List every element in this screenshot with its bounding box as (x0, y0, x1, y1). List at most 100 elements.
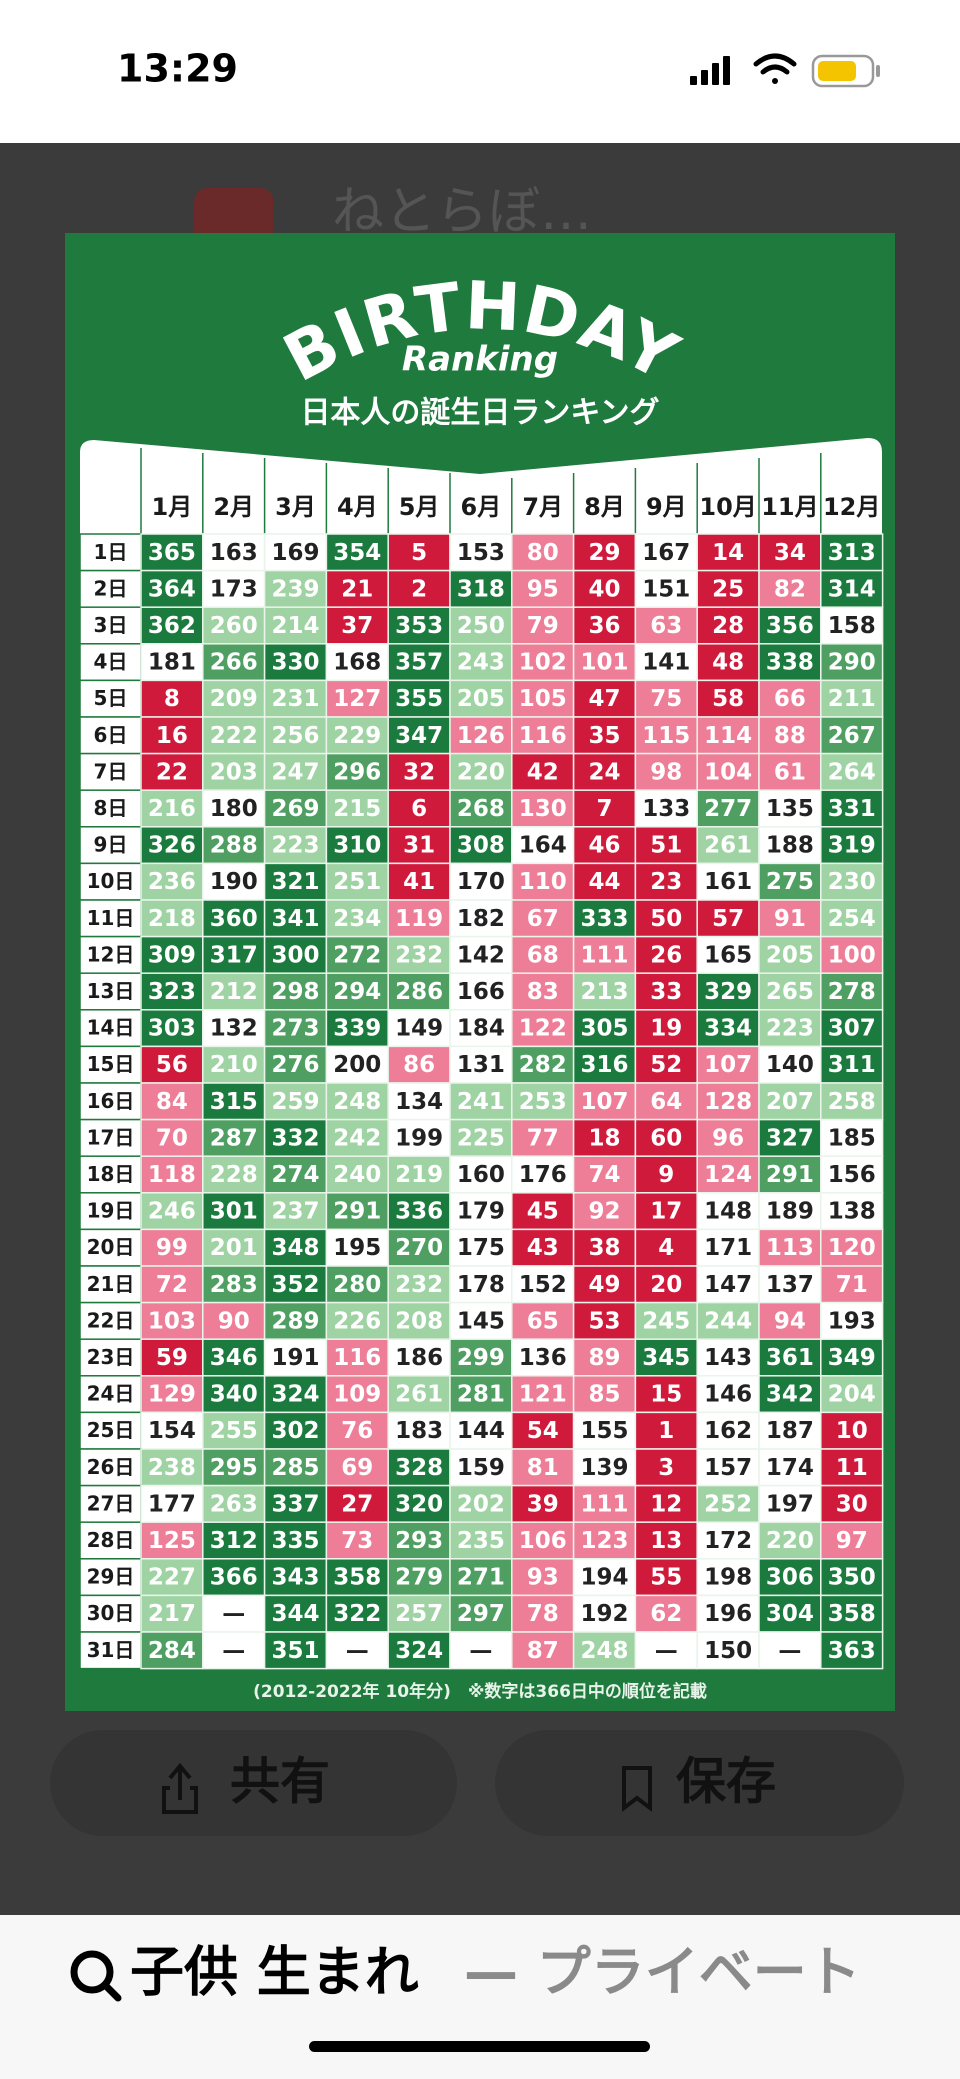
rank-value: 85 (588, 1382, 620, 1408)
rank-value: 240 (333, 1162, 381, 1188)
rank-value: 341 (271, 906, 319, 932)
rank-value: 349 (828, 1345, 876, 1371)
rank-cell (140, 1301, 204, 1340)
rank-value: 183 (395, 1418, 443, 1444)
rank-value: 122 (519, 1016, 567, 1042)
rank-cell (202, 716, 266, 755)
rank-value: 226 (333, 1308, 381, 1334)
rank-cell (263, 826, 328, 865)
rank-cell (325, 1045, 389, 1084)
rank-cell (387, 643, 451, 682)
rank-value: 265 (766, 979, 814, 1005)
rank-value: 164 (519, 833, 567, 859)
rank-cell (387, 899, 451, 938)
rank-cell (387, 1558, 451, 1597)
rank-value: 358 (828, 1601, 876, 1627)
image-heading: 日本人の誕生日ランキング (300, 396, 659, 431)
rank-value: 184 (457, 1016, 505, 1042)
rank-value: 114 (704, 723, 752, 749)
rank-value: 123 (580, 1528, 628, 1554)
rank-value: 363 (828, 1638, 876, 1664)
rank-cell (572, 1631, 637, 1670)
rank-value: 175 (457, 1235, 505, 1261)
rank-value: 268 (457, 796, 505, 822)
rank-cell (387, 789, 451, 828)
rank-value: 44 (588, 869, 620, 895)
rank-cell (634, 1448, 698, 1487)
rank-value: 27 (341, 1491, 373, 1517)
rank-value: 66 (774, 686, 806, 712)
rank-cell (572, 1484, 637, 1523)
day-cell (79, 569, 142, 608)
rank-value: 230 (828, 869, 876, 895)
rank-value: 173 (210, 576, 258, 602)
rank-value: 212 (210, 979, 258, 1005)
rank-cell (758, 716, 822, 755)
rank-value: 223 (766, 1016, 814, 1042)
share-label[interactable]: 共有 (230, 1753, 330, 1811)
rank-value: 271 (457, 1565, 505, 1591)
rank-cell (511, 1631, 575, 1670)
search-query[interactable]: 子供 生まれ (130, 1941, 419, 2004)
share-button[interactable] (50, 1730, 457, 1836)
day-cell (79, 1375, 142, 1414)
day-label: 10日 (87, 869, 135, 893)
rank-cell (758, 789, 822, 828)
rank-value: 258 (828, 1089, 876, 1115)
rank-value: 157 (704, 1455, 752, 1481)
rank-value: 138 (828, 1199, 876, 1225)
rank-value: 248 (333, 1089, 381, 1115)
rank-cell (449, 569, 513, 608)
rank-cell (758, 1045, 822, 1084)
rank-value: 324 (271, 1382, 319, 1408)
rank-value: 337 (271, 1491, 319, 1517)
rank-value: 335 (271, 1528, 319, 1554)
rank-value: 62 (650, 1601, 682, 1627)
rank-value: 227 (148, 1565, 196, 1591)
rank-cell (263, 643, 328, 682)
rank-value: 20 (650, 1272, 682, 1298)
rank-value: — (778, 1638, 801, 1664)
rank-cell (758, 1082, 822, 1121)
rank-value: 167 (642, 540, 690, 566)
rank-value: 37 (341, 613, 373, 639)
rank-value: 131 (457, 1052, 505, 1078)
save-button[interactable] (495, 1730, 904, 1836)
rank-value: 147 (704, 1272, 752, 1298)
rank-value: 308 (457, 833, 505, 859)
rank-value: 213 (580, 979, 628, 1005)
rank-value: 311 (828, 1052, 876, 1078)
rank-cell (758, 606, 822, 645)
rank-value: 216 (148, 796, 196, 822)
rank-value: 19 (650, 1016, 682, 1042)
rank-value: 295 (210, 1455, 258, 1481)
rank-value: 171 (704, 1235, 752, 1261)
rank-cell (263, 1082, 328, 1121)
rank-cell (511, 899, 575, 938)
rank-value: 269 (271, 796, 319, 822)
rank-value: 345 (642, 1345, 690, 1371)
day-cell (79, 1265, 142, 1304)
rank-cell (634, 1338, 698, 1377)
rank-value: 358 (333, 1565, 381, 1591)
rank-cell (572, 1375, 637, 1414)
rank-value: 65 (527, 1308, 559, 1334)
rank-cell (634, 643, 698, 682)
rank-value: 74 (588, 1162, 620, 1188)
rank-cell (449, 716, 513, 755)
day-label: 25日 (87, 1418, 135, 1442)
rank-value: 2 (411, 576, 427, 602)
rank-cell (511, 972, 575, 1011)
rank-value: 54 (527, 1418, 559, 1444)
rank-value: 154 (148, 1418, 196, 1444)
rank-value: 190 (210, 869, 258, 895)
rank-value: 200 (333, 1052, 381, 1078)
rank-value: 209 (210, 686, 258, 712)
rank-cell (202, 1228, 266, 1267)
rank-value: 315 (210, 1089, 258, 1115)
rank-value: 168 (333, 650, 381, 676)
rank-value: 35 (588, 723, 620, 749)
rank-cell (325, 1521, 389, 1560)
rank-cell (820, 1082, 884, 1121)
rank-value: 107 (704, 1052, 752, 1078)
